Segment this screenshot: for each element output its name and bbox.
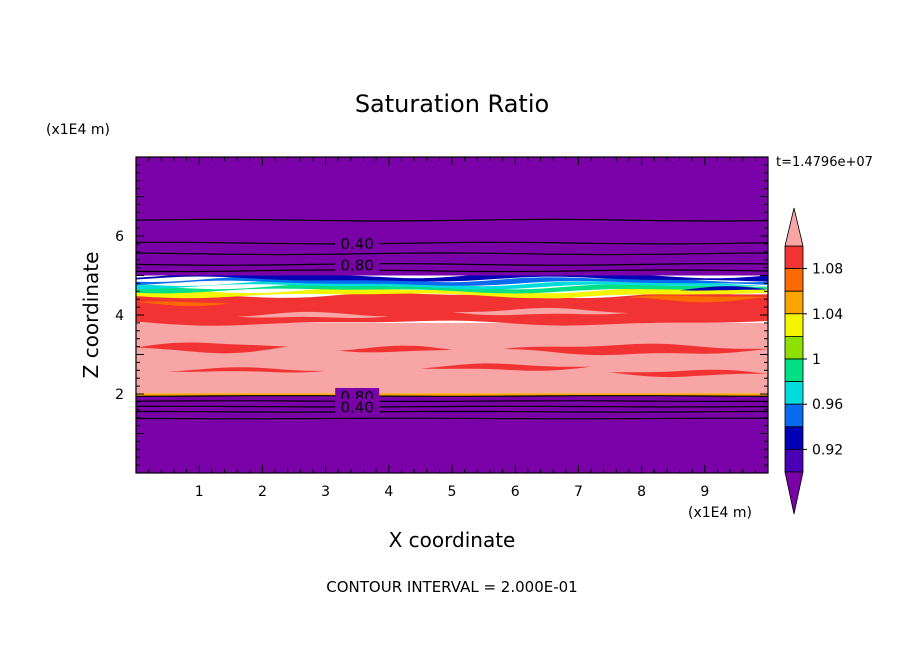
colorbar-label: 1 [812,352,821,368]
y-unit-label: (x1E4 m) [46,122,110,138]
colorbar-bin [784,403,804,428]
x-tick-label: 2 [258,484,267,500]
colorbar-extend-bottom [784,471,804,515]
contour-layer [136,395,768,473]
contour-label: 0.40 [340,399,373,417]
chart-title: Saturation Ratio [355,90,549,118]
contour-layer [136,393,768,396]
x-tick-label: 7 [574,484,583,500]
contour-label: 0.80 [340,256,373,274]
contour-streak [629,295,768,303]
plot-area [136,157,768,473]
contour-layer [136,157,768,276]
x-tick-label: 6 [511,484,520,500]
contour-line [136,395,768,397]
contour-line [136,241,768,245]
contour-streak [167,367,326,373]
contour-line [136,252,768,256]
filled-contour-streaks [136,286,768,378]
y-tick-label: 2 [115,387,124,403]
time-label: t=1.4796e+07 [776,155,873,170]
colorbar-extend-top [784,207,804,247]
contour-layer [136,284,768,294]
contour-streak [136,342,288,354]
colorbar-label: 0.96 [812,397,843,413]
contour-layer [136,322,768,394]
colorbar-bin [784,313,804,337]
contour-labels: 0.400.800.800.40 [335,235,380,417]
contour-streak [136,301,231,307]
contour-streak [679,286,768,291]
contour-label-bg [335,398,380,414]
contour-line [136,269,768,273]
y-axis-ticks: 2 4 6 [115,164,768,474]
contour-streak [420,363,591,371]
contour-label-bg [335,235,380,251]
contour-streak [502,343,768,356]
colorbar: 1.08 1.04 1 0.96 0.92 [784,207,843,515]
x-tick-label: 9 [700,484,709,500]
x-tick-label: 3 [321,484,330,500]
colorbar-bin [784,448,804,473]
contour-streak [610,369,768,378]
contour-layer [136,288,768,299]
colorbar-bin [784,245,804,270]
contour-line [136,405,768,408]
contour-streak [452,307,629,316]
x-tick-label: 8 [637,484,646,500]
x-unit-label: (x1E4 m) [688,505,752,521]
contour-interval-note: CONTOUR INTERVAL = 2.000E-01 [326,578,577,596]
y-axis-title: Z coordinate [79,252,103,379]
x-axis-title: X coordinate [389,528,516,552]
contour-line [136,417,768,420]
contour-streak [237,311,389,318]
colorbar-bin [784,426,804,450]
x-tick-label: 4 [384,484,393,500]
colorbar-label: 1.04 [812,307,843,323]
x-tick-label: 5 [448,484,457,500]
colorbar-label: 0.92 [812,442,843,458]
contour-layer [136,292,768,326]
contour-line [136,400,768,402]
x-axis-ticks: 1 2 3 4 5 6 7 8 9 [135,157,769,500]
contour-lines [136,218,768,420]
colorbar-bin [784,268,804,292]
contour-line [136,410,768,413]
colorbar-bin [784,381,804,405]
contour-line [136,218,768,222]
y-tick-label: 4 [115,308,124,324]
colorbar-bin [784,358,804,383]
contour-label: 0.40 [340,235,373,253]
y-tick-label: 6 [115,229,124,245]
colorbar-bin [784,290,804,315]
colorbar-label: 1.08 [812,262,843,278]
x-tick-label: 1 [195,484,204,500]
colorbar-bin [784,335,804,360]
contour-label-bg [335,256,380,272]
filled-contour-layers [136,157,768,473]
contour-streak [338,345,452,353]
contour-line [136,263,768,266]
contour-streak [483,293,610,299]
